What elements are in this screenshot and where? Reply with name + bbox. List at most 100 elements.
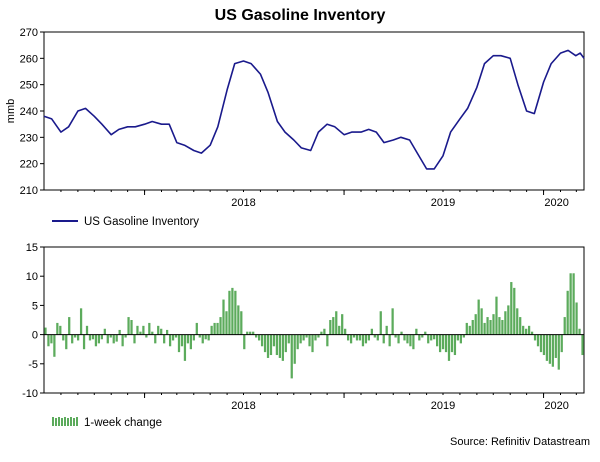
weekly-change-bar <box>418 334 421 341</box>
weekly-change-bar <box>403 334 406 341</box>
weekly-change-bar <box>166 329 169 335</box>
weekly-change-bar <box>358 334 362 341</box>
weekly-change-bar <box>329 320 332 335</box>
weekly-change-bar <box>109 334 112 338</box>
weekly-change-bar <box>352 334 356 338</box>
weekly-change-bar <box>53 334 56 357</box>
weekly-change-legend: 1-week change <box>52 417 162 429</box>
weekly-change-bar <box>62 334 65 341</box>
weekly-change-bar <box>504 311 507 335</box>
weekly-change-bar <box>299 334 302 344</box>
weekly-change-bar <box>210 325 213 335</box>
source-note: Source: Refinitiv Datastream <box>450 436 590 448</box>
weekly-change-legend-swatch-bar <box>58 417 60 426</box>
weekly-change-bar <box>489 320 492 335</box>
weekly-change-bar <box>430 334 433 341</box>
weekly-change-bar <box>174 334 178 338</box>
inventory-y-tick-label: 270 <box>20 27 38 39</box>
weekly-change-bar <box>269 334 273 356</box>
weekly-change-bar <box>213 322 216 335</box>
weekly-change-bar <box>246 331 249 335</box>
weekly-change-bar <box>424 331 427 335</box>
weekly-change-bar <box>201 334 204 344</box>
weekly-change-legend-swatch-bar <box>73 418 75 426</box>
weekly-change-bar <box>349 334 353 344</box>
weekly-change-bar <box>525 328 528 335</box>
inventory-x-tick-label: 2018 <box>231 197 255 209</box>
weekly-change-bar <box>539 334 543 353</box>
weekly-change-bar <box>82 334 86 350</box>
weekly-change-y-tick-label: -5 <box>28 359 38 371</box>
weekly-change-bar <box>314 334 317 341</box>
weekly-change-bar <box>252 331 255 335</box>
inventory-y-tick-label: 220 <box>20 159 38 171</box>
weekly-change-bar <box>56 322 59 335</box>
weekly-change-bar <box>234 290 237 335</box>
weekly-change-bar <box>548 334 551 364</box>
inventory-series-line <box>43 49 585 170</box>
weekly-change-legend-swatch-bar <box>52 417 54 426</box>
inventory-panel: mmb 210 220 230 240 250 260 270 2018 2019 2020 U… <box>5 27 585 228</box>
weekly-change-bar <box>207 334 210 341</box>
weekly-change-bar <box>192 334 195 341</box>
weekly-change-bar <box>163 334 166 344</box>
weekly-change-bar <box>394 334 397 338</box>
weekly-change-bar <box>68 317 71 335</box>
weekly-change-bar <box>557 334 560 370</box>
weekly-change-bar <box>338 325 341 335</box>
weekly-change-bar <box>364 334 368 344</box>
weekly-change-bar <box>533 334 537 341</box>
weekly-change-bar <box>311 334 314 353</box>
weekly-change-bar <box>373 334 376 338</box>
weekly-change-bar <box>47 334 50 347</box>
weekly-change-bar <box>284 334 287 353</box>
weekly-change-bar <box>441 334 445 350</box>
inventory-y-tick-label: 250 <box>20 80 38 92</box>
weekly-change-bar <box>421 334 424 338</box>
weekly-change-bar <box>281 334 284 361</box>
weekly-change-bar <box>228 290 231 335</box>
weekly-change-legend-swatch-bar <box>61 418 63 426</box>
weekly-change-bar <box>575 302 578 335</box>
weekly-change-y-tick-label: 15 <box>26 242 38 254</box>
weekly-change-bar <box>139 331 142 335</box>
weekly-change-x-ticks: 2018 2019 2020 <box>60 393 577 412</box>
weekly-change-bar <box>222 299 225 335</box>
weekly-change-bar <box>219 317 222 335</box>
weekly-change-bar <box>427 334 430 344</box>
weekly-change-bar <box>65 334 68 350</box>
inventory-x-tick-label: 2020 <box>544 197 568 209</box>
weekly-change-bar <box>468 325 471 335</box>
weekly-change-bar <box>335 311 338 335</box>
weekly-change-bar <box>133 334 136 344</box>
weekly-change-bar <box>554 334 557 358</box>
chart-title: US Gasoline Inventory <box>215 7 386 24</box>
weekly-change-bar <box>361 334 365 347</box>
weekly-change-bar <box>569 273 572 335</box>
weekly-change-bar <box>216 322 219 335</box>
weekly-change-x-tick-label: 2019 <box>431 400 455 412</box>
weekly-change-bar <box>44 327 47 335</box>
weekly-change-bar <box>103 328 106 335</box>
weekly-change-bar <box>477 299 480 335</box>
weekly-change-bar <box>572 273 575 335</box>
weekly-change-bar <box>302 334 305 341</box>
weekly-change-bar <box>151 331 154 335</box>
weekly-change-bar <box>453 334 457 356</box>
weekly-change-bar <box>510 282 513 335</box>
inventory-y-axis-label: mmb <box>5 99 17 123</box>
weekly-change-bar <box>471 320 474 335</box>
weekly-change-bar <box>157 325 160 335</box>
weekly-change-bar <box>290 334 293 379</box>
weekly-change-bar <box>97 334 101 344</box>
weekly-change-bar <box>400 331 403 335</box>
weekly-change-bar <box>447 334 451 361</box>
weekly-change-bar <box>412 334 415 350</box>
weekly-change-bar <box>118 329 121 335</box>
weekly-change-y-tick-label: 10 <box>26 271 38 283</box>
weekly-change-bar <box>240 311 243 335</box>
weekly-change-bar <box>542 334 546 356</box>
weekly-change-bar <box>260 334 264 347</box>
